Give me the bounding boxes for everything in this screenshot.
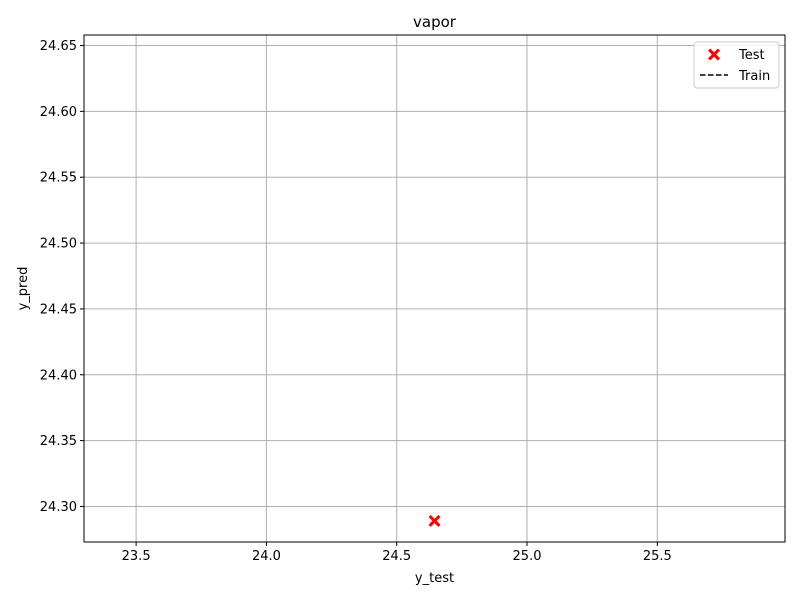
y-tick-label: 24.40 (40, 368, 77, 383)
test-data-point (428, 514, 441, 527)
x-axis-label: y_test (415, 571, 454, 586)
axis-ticks: 23.5 24.0 24.5 25.0 25.5 24.30 24.35 24.40 24.45… (40, 39, 672, 564)
legend-label-test: Test (738, 48, 765, 63)
legend-marker-test (708, 48, 720, 61)
grid-lines (84, 35, 785, 542)
x-tick-label: 25.5 (643, 549, 672, 564)
chart-title: vapor (413, 13, 457, 31)
x-tick-label: 24.5 (382, 549, 411, 564)
y-tick-label: 24.50 (40, 237, 77, 252)
x-tick-label: 25.0 (513, 549, 542, 564)
y-tick-label: 24.65 (40, 39, 77, 54)
y-tick-label: 24.45 (40, 302, 77, 317)
y-tick-label: 24.55 (40, 171, 77, 186)
legend-label-train: Train (738, 69, 770, 84)
plot-area-frame (83, 34, 786, 543)
legend-marker-test-icon (708, 48, 720, 61)
y-tick-label: 24.60 (40, 105, 77, 120)
data-points (428, 514, 441, 527)
y-tick-label: 24.30 (40, 500, 77, 515)
y-tick-label: 24.35 (40, 434, 77, 449)
x-tick-label: 23.5 (122, 549, 151, 564)
legend: Test Train (693, 41, 780, 89)
x-tick-label: 24.0 (252, 549, 281, 564)
y-axis-label: y_pred (16, 267, 31, 311)
